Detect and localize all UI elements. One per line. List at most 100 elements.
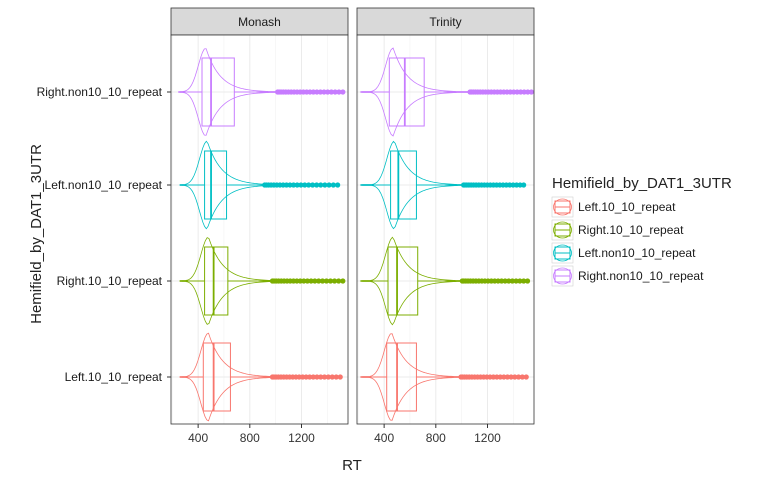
outlier-point bbox=[508, 374, 514, 380]
outlier-point bbox=[336, 278, 342, 284]
outlier-point bbox=[321, 89, 327, 95]
outlier-point bbox=[337, 374, 343, 380]
x-axis-title: RT bbox=[342, 457, 362, 474]
outlier-point bbox=[528, 89, 535, 95]
outlier-point bbox=[512, 374, 518, 380]
y-tick-label: Left.10_10_repeat bbox=[65, 370, 163, 384]
group-left-10-10-repeat bbox=[360, 333, 529, 421]
outlier-point bbox=[327, 278, 334, 284]
iqr-box bbox=[204, 150, 228, 220]
group-right-non10-10-repeat bbox=[178, 48, 346, 136]
x-tick-label: 800 bbox=[240, 431, 260, 445]
outlier-point bbox=[298, 182, 304, 188]
iqr-box bbox=[390, 150, 417, 220]
group-right-10-10-repeat bbox=[360, 236, 531, 326]
legend-item-left-10-10-repeat: Left.10_10_repeat bbox=[551, 196, 676, 218]
outlier-point bbox=[523, 374, 529, 380]
x-tick-label: 400 bbox=[374, 431, 394, 445]
group-left-10-10-repeat bbox=[179, 332, 343, 422]
outlier-point bbox=[323, 278, 330, 284]
panel-trinity: Trinity 400 800 1200 bbox=[356, 7, 535, 445]
outlier-point bbox=[312, 278, 318, 284]
outlier-point bbox=[325, 89, 331, 95]
outlier-point bbox=[501, 374, 507, 380]
legend-key-violin bbox=[553, 267, 572, 285]
outlier-point bbox=[318, 374, 324, 380]
y-tick-label: Left.non10_10_repeat bbox=[45, 178, 163, 192]
legend-label: Left.non10_10_repeat bbox=[578, 246, 696, 260]
x-tick-label: 800 bbox=[426, 431, 446, 445]
iqr-box bbox=[201, 57, 235, 127]
outlier-point bbox=[326, 182, 332, 188]
group-left-non10-10-repeat bbox=[179, 140, 341, 230]
outlier-point bbox=[340, 89, 346, 95]
outlier-point bbox=[302, 182, 308, 188]
outlier-point bbox=[310, 182, 316, 188]
legend-item-right-non10-10-repeat: Right.non10_10_repeat bbox=[551, 265, 704, 287]
outlier-point bbox=[319, 278, 326, 284]
outlier-point bbox=[328, 89, 334, 95]
panels-layer: Monash 400 800 1200 Trinity 400 800 1200 bbox=[170, 7, 535, 445]
outlier-point bbox=[517, 182, 523, 188]
group-left-non10-10-repeat bbox=[360, 140, 527, 230]
outlier-point bbox=[331, 278, 338, 284]
outlier-point bbox=[509, 278, 515, 284]
outlier-point bbox=[306, 182, 312, 188]
legend-item-left-non10-10-repeat: Left.non10_10_repeat bbox=[551, 242, 696, 264]
outlier-point bbox=[519, 374, 525, 380]
outlier-point bbox=[506, 278, 512, 284]
outlier-point bbox=[521, 182, 527, 188]
strip-label: Trinity bbox=[429, 15, 461, 29]
outlier-point bbox=[513, 278, 519, 284]
outlier-point bbox=[336, 89, 342, 95]
legend-item-right-10-10-repeat: Right.10_10_repeat bbox=[551, 219, 684, 241]
outlier-point bbox=[504, 374, 511, 380]
y-axis-labels: Left.10_10_repeat Right.10_10_repeat Left.… bbox=[37, 85, 171, 384]
outlier-point bbox=[314, 374, 320, 380]
outlier-point bbox=[521, 89, 527, 95]
legend-title: Hemifield_by_DAT1_3UTR bbox=[552, 175, 732, 192]
panel-monash: Monash 400 800 1200 bbox=[170, 7, 349, 445]
strip-label: Monash bbox=[238, 15, 281, 29]
panel-background bbox=[171, 35, 348, 424]
outlier-point bbox=[517, 278, 523, 284]
panel-border bbox=[170, 34, 349, 425]
iqr-box bbox=[204, 246, 229, 316]
iqr-box bbox=[386, 342, 417, 412]
outlier-point bbox=[335, 182, 341, 188]
outlier-point bbox=[294, 182, 300, 188]
outlier-point bbox=[333, 374, 339, 380]
outlier-point bbox=[308, 278, 314, 284]
legend-label: Right.10_10_repeat bbox=[578, 223, 684, 237]
outlier-point bbox=[332, 89, 338, 95]
iqr-box bbox=[388, 57, 425, 127]
x-tick-label: 1200 bbox=[288, 431, 315, 445]
outlier-point bbox=[318, 182, 324, 188]
outlier-point bbox=[325, 374, 331, 380]
outlier-point bbox=[515, 374, 522, 380]
iqr-box bbox=[387, 246, 419, 316]
outlier-point bbox=[317, 89, 324, 95]
group-right-non10-10-repeat bbox=[360, 47, 535, 137]
outlier-point bbox=[287, 182, 293, 188]
outlier-point bbox=[340, 278, 346, 284]
y-tick-label: Right.10_10_repeat bbox=[57, 274, 163, 288]
outlier-point bbox=[525, 89, 531, 95]
legend-key-violin bbox=[553, 221, 572, 239]
iqr-box bbox=[202, 342, 231, 412]
group-right-10-10-repeat bbox=[179, 237, 346, 325]
legend-key-violin bbox=[553, 244, 572, 262]
outlier-point bbox=[524, 278, 531, 284]
outlier-point bbox=[330, 182, 336, 188]
outlier-point bbox=[310, 374, 316, 380]
legend-label: Left.10_10_repeat bbox=[578, 200, 676, 214]
x-tick-label: 400 bbox=[188, 431, 208, 445]
legend-label: Right.non10_10_repeat bbox=[578, 269, 704, 283]
panel-border bbox=[356, 34, 535, 425]
outlier-point bbox=[307, 374, 313, 380]
y-axis-title: Hemifield_by_DAT1_3UTR bbox=[28, 144, 45, 324]
outlier-point bbox=[290, 182, 297, 188]
outlier-point bbox=[329, 374, 335, 380]
strip-background bbox=[356, 7, 535, 36]
